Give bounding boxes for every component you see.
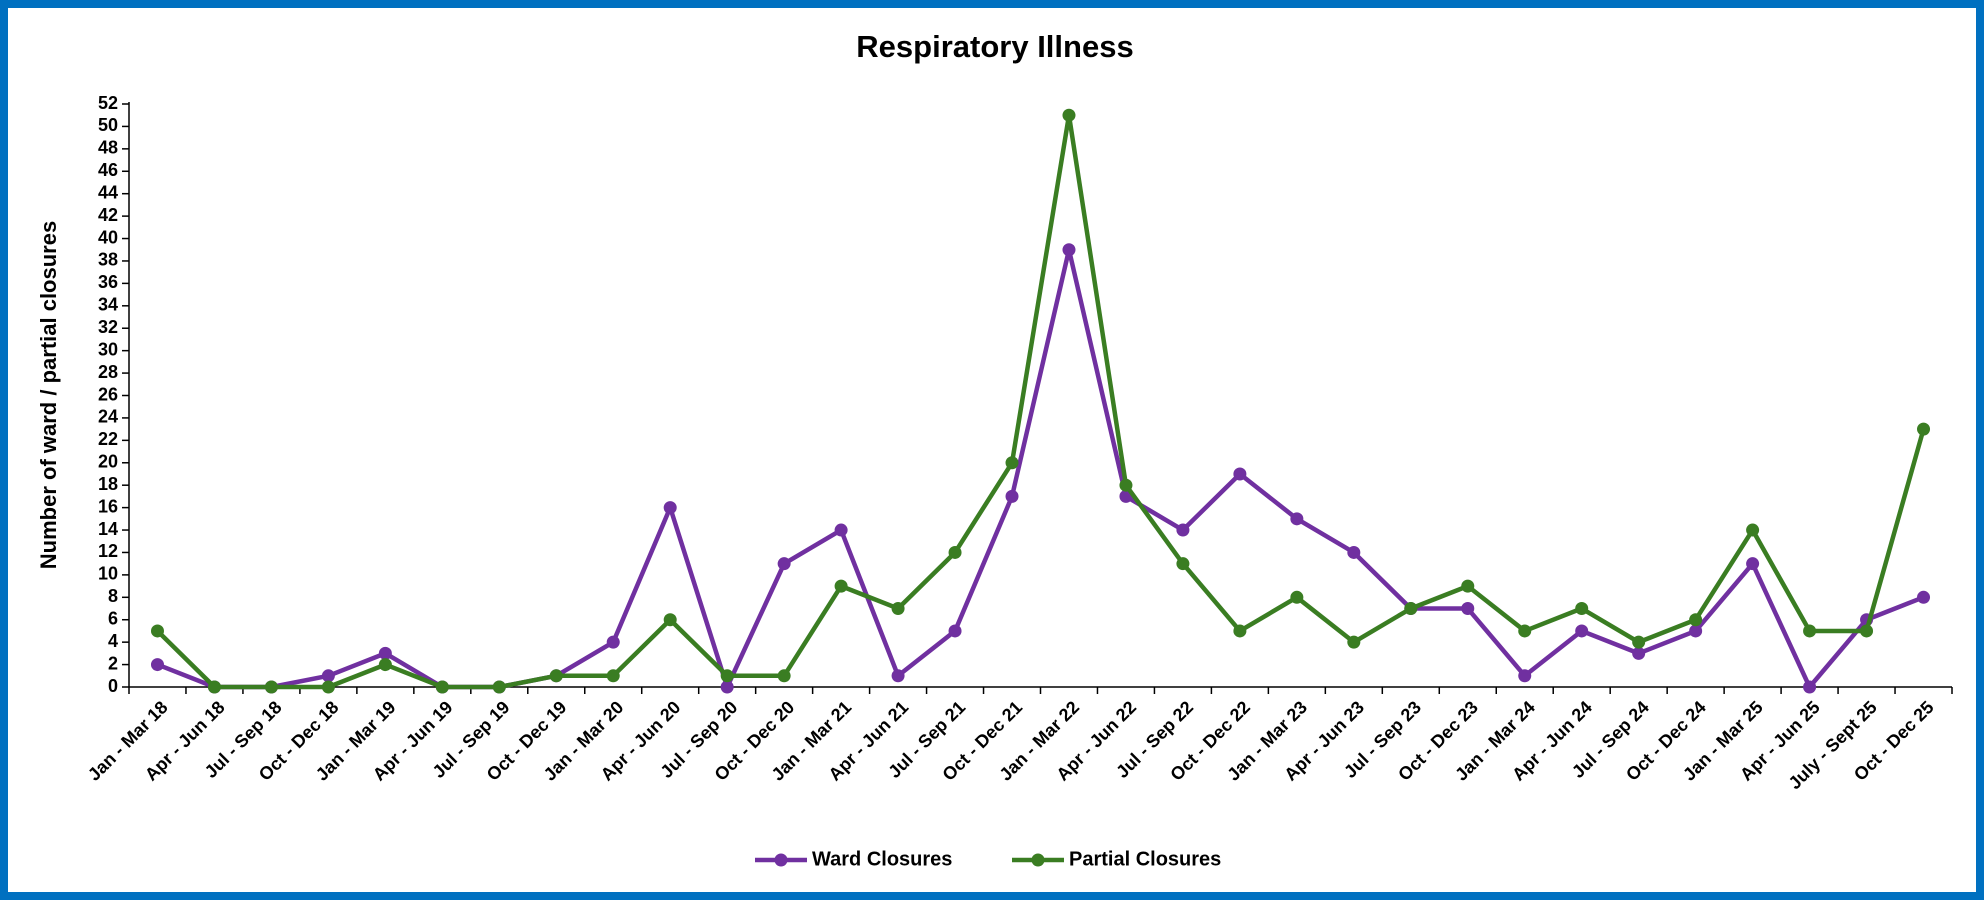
point	[1176, 557, 1190, 571]
point	[777, 557, 791, 571]
y-tick-label: 22	[98, 429, 118, 449]
y-tick-label: 10	[98, 564, 118, 584]
point	[1917, 590, 1931, 604]
point	[948, 624, 962, 638]
point	[264, 680, 278, 694]
point	[207, 680, 221, 694]
y-tick-label: 42	[98, 205, 118, 225]
point	[1518, 669, 1532, 683]
point	[720, 669, 734, 683]
legend-label: Partial Closures	[1069, 848, 1221, 870]
y-tick-label: 2	[108, 653, 118, 673]
y-tick-label: 20	[98, 452, 118, 472]
point	[378, 658, 392, 672]
y-axis-label: Number of ward / partial closures	[36, 221, 61, 569]
chart-title: Respiratory Illness	[856, 29, 1133, 64]
point	[1290, 512, 1304, 526]
point	[1347, 635, 1361, 649]
y-tick-label: 44	[98, 182, 118, 202]
point	[1518, 624, 1532, 638]
y-tick-label: 50	[98, 115, 118, 135]
point	[1746, 523, 1760, 537]
point	[321, 669, 335, 683]
y-tick-label: 26	[98, 384, 118, 404]
y-tick-label: 36	[98, 272, 118, 292]
y-tick-label: 24	[98, 407, 118, 427]
point	[1461, 579, 1475, 593]
y-tick-label: 38	[98, 250, 118, 270]
point	[1917, 422, 1931, 436]
y-tick-label: 18	[98, 474, 118, 494]
point	[1176, 523, 1190, 537]
y-tick-label: 48	[98, 138, 118, 158]
point	[777, 669, 791, 683]
point	[1233, 467, 1247, 481]
point	[606, 669, 620, 683]
y-tick-label: 46	[98, 160, 118, 180]
point	[435, 680, 449, 694]
y-tick-label: 12	[98, 541, 118, 561]
point	[321, 680, 335, 694]
point	[834, 523, 848, 537]
point	[1005, 456, 1019, 470]
y-tick-label: 6	[108, 608, 118, 628]
y-tick-label: 32	[98, 317, 118, 337]
legend-label: Ward Closures	[812, 848, 952, 870]
point	[834, 579, 848, 593]
point	[1347, 545, 1361, 559]
point	[1689, 613, 1703, 627]
y-tick-label: 52	[98, 93, 118, 113]
point	[150, 658, 164, 672]
point	[1575, 602, 1589, 616]
point	[891, 669, 905, 683]
point	[1119, 478, 1133, 492]
y-tick-label: 28	[98, 362, 118, 382]
point	[1803, 680, 1817, 694]
point	[1233, 624, 1247, 638]
point	[1575, 624, 1589, 638]
y-tick-label: 40	[98, 227, 118, 247]
point	[1290, 590, 1304, 604]
point	[663, 501, 677, 515]
y-tick-label: 16	[98, 496, 118, 516]
point	[150, 624, 164, 638]
point	[1632, 646, 1646, 660]
point	[1062, 243, 1076, 257]
point	[1005, 489, 1019, 503]
point	[1746, 557, 1760, 571]
point	[663, 613, 677, 627]
point	[492, 680, 506, 694]
point	[1689, 624, 1703, 638]
point	[549, 669, 563, 683]
point	[606, 635, 620, 649]
point	[1803, 624, 1817, 638]
legend-marker	[1031, 853, 1045, 867]
point	[1062, 108, 1076, 122]
y-tick-label: 8	[108, 586, 118, 606]
point	[720, 680, 734, 694]
legend-marker	[774, 853, 788, 867]
point	[1632, 635, 1646, 649]
point	[378, 646, 392, 660]
y-tick-label: 0	[108, 676, 118, 696]
point	[948, 545, 962, 559]
y-tick-label: 4	[108, 631, 118, 651]
point	[1461, 602, 1475, 616]
y-tick-label: 30	[98, 339, 118, 359]
point	[1404, 602, 1418, 616]
y-tick-label: 14	[98, 519, 118, 539]
series-line	[155, 112, 1926, 690]
point	[1860, 624, 1874, 638]
point	[891, 602, 905, 616]
y-tick-label: 34	[98, 295, 118, 315]
